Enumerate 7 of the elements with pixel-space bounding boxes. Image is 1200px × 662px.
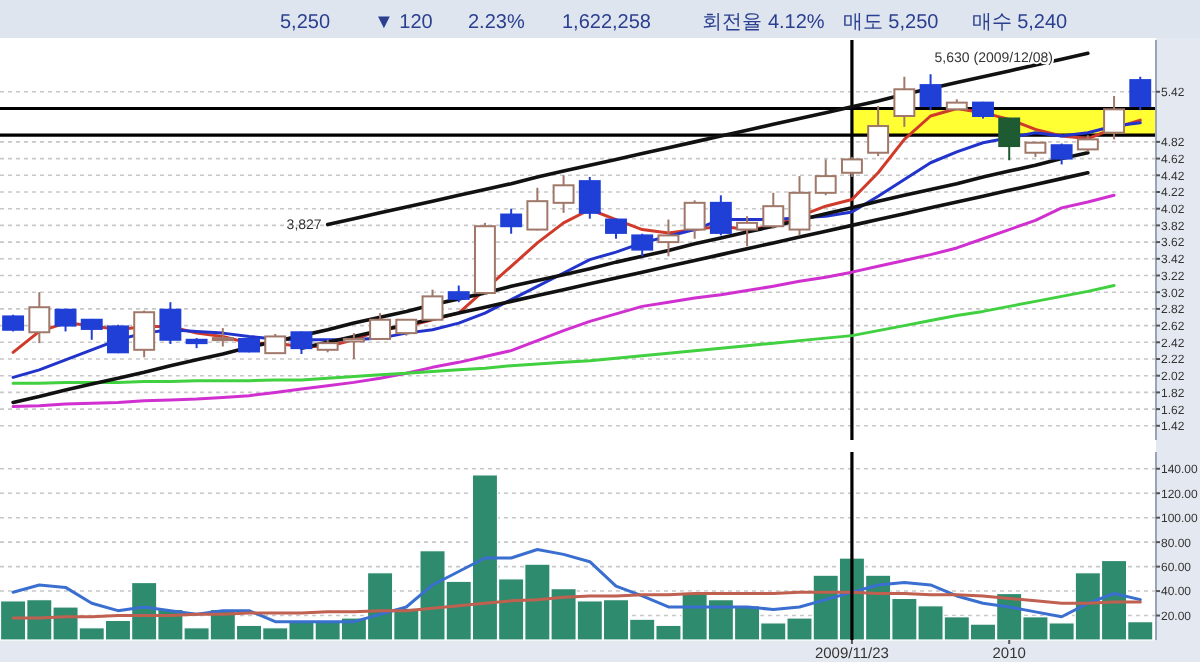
text: 회전율 4.12% [702, 12, 825, 34]
text: 5,250 [280, 12, 331, 34]
text: ▼ 120 [374, 12, 434, 34]
text: 매수 5,240 [971, 12, 1069, 34]
text: 1,622,258 [562, 12, 652, 34]
text: 매도 5,250 [842, 12, 940, 34]
text: 2.23% [468, 12, 525, 34]
